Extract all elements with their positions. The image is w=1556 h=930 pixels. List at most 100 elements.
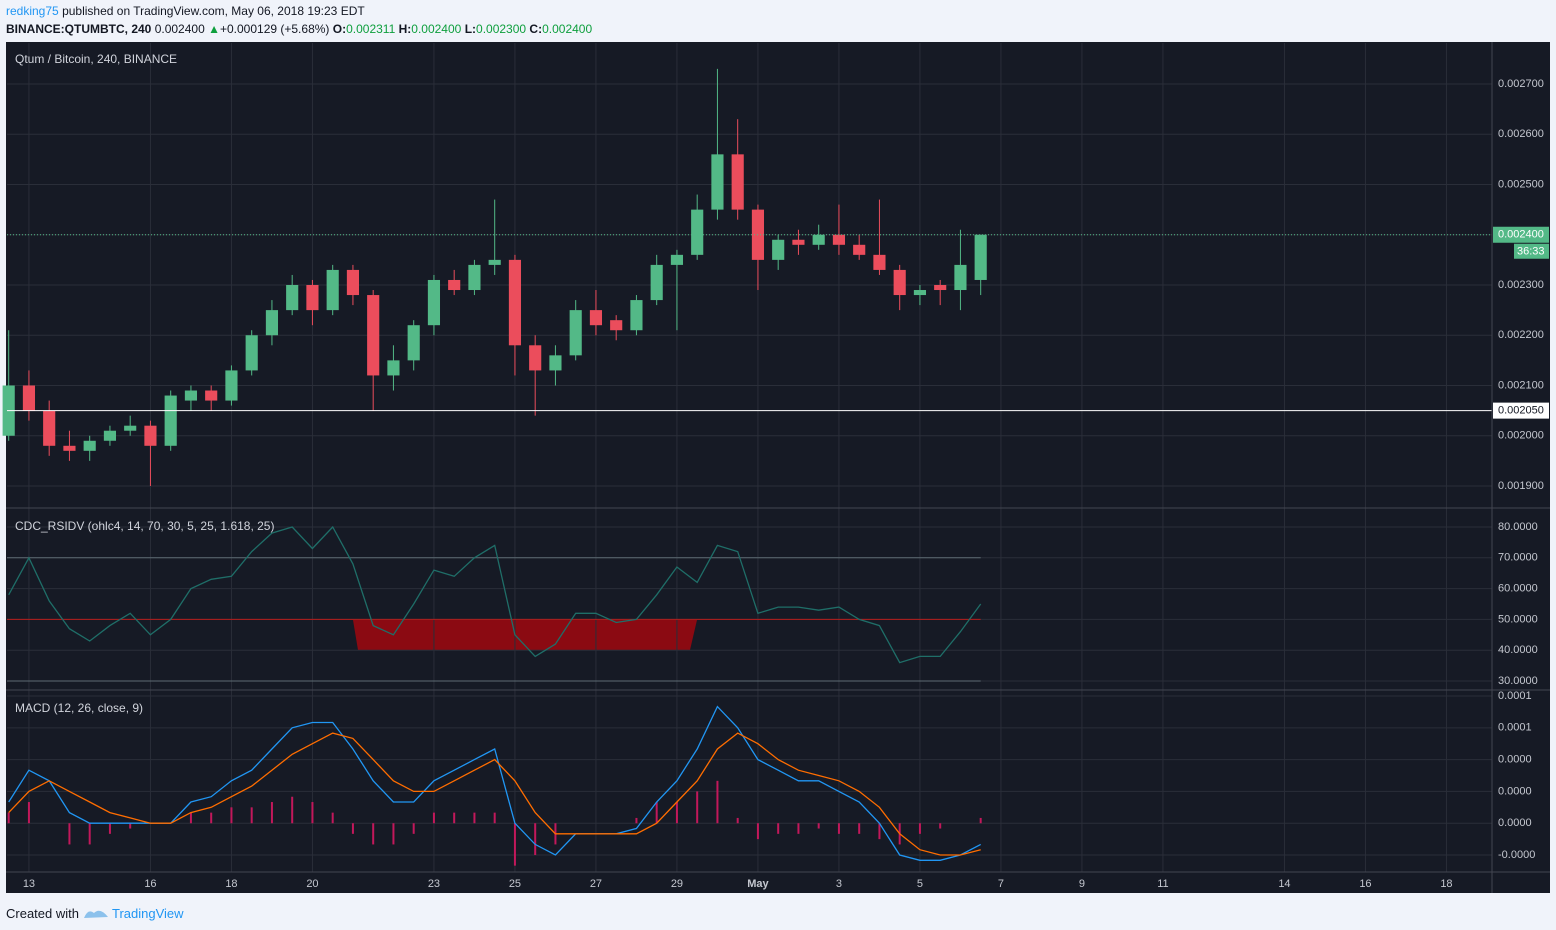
candle-body: [974, 234, 987, 280]
y-tick-label: 0.0001: [1498, 690, 1532, 702]
histogram-bar: [878, 823, 881, 840]
candle-body: [164, 395, 177, 446]
candle-body: [670, 254, 684, 265]
histogram-bar: [817, 823, 820, 829]
o-label: O:: [332, 22, 347, 36]
histogram-bar: [230, 807, 233, 824]
y-tick-label: 0.002600: [1498, 128, 1544, 140]
candle-body: [772, 239, 785, 260]
y-tick-label: 0.0000: [1498, 754, 1532, 766]
publish-line: redking75 published on TradingView.com, …: [6, 4, 365, 18]
candle-body: [508, 259, 522, 346]
x-tick-label: 9: [1079, 878, 1085, 890]
candle-body: [792, 239, 805, 245]
chart-bg: [6, 42, 1550, 893]
series-line: [8, 525, 982, 664]
histogram-bar: [129, 823, 132, 829]
h-value: 0.002400: [411, 22, 462, 36]
y-tick-label: -0.0000: [1498, 849, 1535, 861]
candle-body: [549, 355, 562, 371]
symbol: BINANCE:QTUMBTC, 240: [6, 22, 152, 36]
chart: 13 16 18 20 23 25 27 29 May 3 5 7 9 11 14 16 18 0.001900 0…: [2, 42, 1550, 893]
histogram-bar: [331, 812, 334, 824]
author[interactable]: redking75: [6, 4, 59, 18]
histogram-bar: [250, 807, 253, 824]
logo: [83, 910, 108, 918]
y-tick-label: 0.002500: [1498, 178, 1544, 190]
hline-box: [1493, 402, 1549, 419]
candle-body: [103, 430, 117, 441]
histogram-bar: [473, 812, 476, 824]
histogram-bar: [696, 791, 699, 824]
candle-body: [407, 325, 420, 361]
histogram-bar: [534, 823, 537, 856]
histogram-bar: [675, 802, 678, 824]
histogram-bar: [918, 823, 921, 834]
histogram-bar: [837, 823, 840, 834]
x-tick-label: 16: [144, 878, 156, 890]
candle-body: [954, 264, 967, 291]
candle-body: [184, 390, 198, 401]
last: 0.002400: [154, 22, 205, 36]
published: published on TradingView.com, May 06, 20…: [62, 4, 365, 18]
candle-body: [913, 290, 927, 296]
histogram-bar: [270, 802, 273, 824]
candle-body: [387, 360, 400, 376]
candle-body: [367, 295, 380, 376]
candle-body: [731, 154, 744, 210]
candle-body: [427, 279, 441, 326]
candle-body: [529, 345, 542, 371]
o-value: 0.002311: [346, 22, 396, 36]
y-tick-label: 0.002200: [1498, 329, 1544, 341]
candle-body: [83, 440, 96, 451]
y-tick-label: 0.002100: [1498, 379, 1544, 391]
histogram-bar: [858, 823, 861, 834]
countdown-box: [1514, 243, 1549, 259]
pane-title: CDC_RSIDV (ohlc4, 14, 70, 30, 5, 25, 1.6…: [15, 519, 274, 533]
y-tick-label: 40.0000: [1498, 644, 1538, 656]
histogram-bar: [108, 823, 111, 834]
candle-body: [326, 269, 339, 311]
histogram-bar: [392, 823, 395, 845]
histogram-bar: [777, 823, 780, 834]
candle-body: [205, 390, 218, 401]
brand[interactable]: TradingView: [112, 906, 184, 921]
candle-body: [306, 284, 319, 311]
y-tick-label: 0.0000: [1498, 817, 1532, 829]
histogram-bar: [351, 823, 354, 834]
candle-body: [448, 279, 461, 291]
x-tick-label: 20: [306, 878, 318, 890]
y-tick-label: 0.002300: [1498, 279, 1544, 291]
histogram-bar: [88, 823, 91, 845]
h-label: H:: [398, 22, 412, 36]
y-tick-label: 0.0001: [1498, 722, 1532, 734]
histogram-bar: [7, 812, 10, 824]
candle-body: [286, 284, 299, 311]
candle-body: [245, 335, 258, 371]
histogram-bar: [756, 823, 759, 840]
candle-body: [63, 445, 76, 451]
histogram-bar: [291, 796, 294, 824]
y-tick-label: 60.0000: [1498, 583, 1538, 595]
candle-body: [650, 264, 663, 301]
candle-body: [589, 310, 603, 326]
candle-body: [265, 310, 279, 336]
candle-body: [853, 244, 866, 255]
footer: Created with TradingView: [6, 904, 184, 921]
candle-body: [346, 269, 360, 296]
candle-body: [488, 259, 501, 265]
x-tick-label: 18: [225, 878, 237, 890]
x-tick-label: 3: [836, 878, 842, 890]
candle-body: [468, 264, 481, 291]
x-tick-label: 29: [671, 878, 683, 890]
candle-body: [873, 254, 886, 270]
histogram-bar: [979, 817, 982, 824]
c-value: 0.002400: [542, 22, 593, 36]
y-tick-label: 0.0000: [1498, 785, 1532, 797]
candle-body: [893, 269, 906, 296]
quote-line: BINANCE:QTUMBTC, 240 0.002400 ▲+0.000129…: [6, 22, 592, 36]
histogram-bar: [372, 823, 375, 845]
change: +0.000129 (+5.68%): [219, 22, 330, 36]
x-tick-label: 7: [998, 878, 1004, 890]
x-tick-label: 27: [590, 878, 602, 890]
